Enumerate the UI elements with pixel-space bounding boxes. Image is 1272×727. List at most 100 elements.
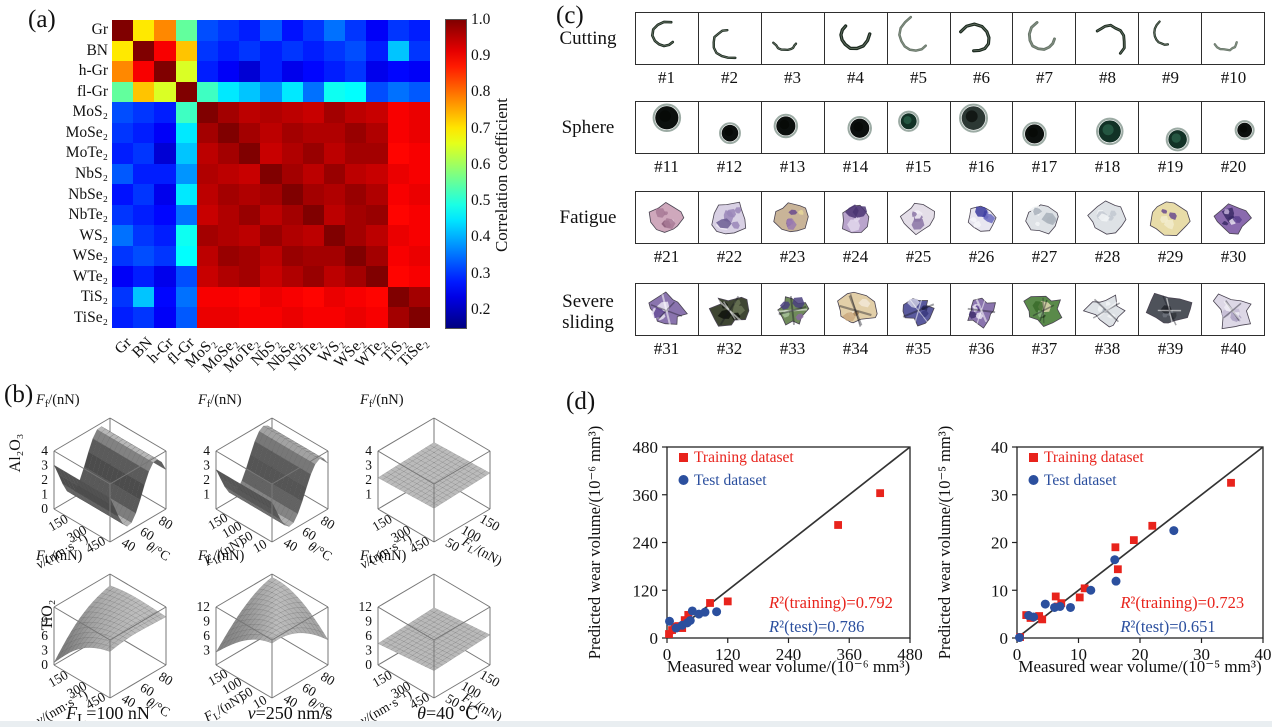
heatmap-cell [345, 163, 367, 185]
test-point [1066, 602, 1076, 612]
heatmap-cell [302, 245, 324, 267]
svg-text:R²(training)=0.792: R²(training)=0.792 [768, 593, 893, 612]
heatmap-cell [302, 225, 324, 246]
particle-cell [1012, 192, 1076, 243]
heatmap-cell [302, 40, 324, 62]
surface-mesh [53, 585, 167, 663]
heatmap-cell [387, 61, 409, 82]
particle-id-row: #1 #2 #3 #4 #5 #6 #7 #8 #9 #10 [635, 68, 1265, 88]
heatmap-grid [112, 20, 430, 328]
heatmap-cell [154, 20, 176, 41]
particle-image-cutting [1096, 23, 1127, 55]
heatmap-cell [154, 266, 176, 287]
heatmap-cell [196, 184, 218, 205]
heatmap-cell [218, 20, 240, 41]
heatmap-cell [239, 122, 261, 144]
heatmap-cell [196, 61, 218, 82]
particle-cell [823, 284, 887, 335]
particle-cell [1012, 13, 1076, 64]
colorbar-tick-label: 0.4 [471, 228, 491, 246]
particle-image-cutting [958, 22, 991, 53]
heatmap-cell [239, 266, 261, 287]
heatmap-cell [112, 122, 134, 144]
particle-image-severe [777, 296, 810, 326]
test-point [1014, 633, 1024, 643]
heatmap-cell [324, 307, 346, 328]
heatmap-cell [196, 245, 218, 267]
particle-id: #39 [1157, 339, 1184, 358]
heatmap-cell [218, 204, 240, 226]
svg-text:FL​/(nN): FL​/(nN) [457, 533, 505, 571]
panel-c-particle-grid: Cutting #1 #2 #3 #4 #5 #6 #7 #8 #9 #10 Sphere #11 #12… [540, 0, 1272, 380]
test-point [1029, 612, 1039, 622]
particle-image-fatigue [967, 205, 997, 232]
test-point [685, 615, 695, 625]
heatmap-cell [175, 20, 197, 41]
heatmap-cell [387, 307, 409, 328]
particle-id: #37 [1031, 339, 1058, 358]
svg-text:120: 120 [633, 581, 659, 600]
heatmap-cell [239, 102, 261, 123]
particle-id: #10 [1220, 68, 1247, 87]
surface-mesh [377, 442, 491, 509]
svg-text:10: 10 [1070, 645, 1087, 664]
svg-text:480: 480 [897, 645, 923, 664]
heatmap-cell [239, 307, 261, 328]
heatmap-cell [408, 143, 430, 164]
training-point [876, 489, 885, 498]
svg-text:Test dataset: Test dataset [1044, 472, 1117, 489]
particle-id: #20 [1220, 157, 1247, 176]
particle-image-sphere [847, 115, 872, 141]
svg-text:30: 30 [1193, 645, 1210, 664]
training-point [1051, 592, 1060, 601]
svg-text:80: 80 [156, 669, 175, 689]
particle-cell [1138, 102, 1202, 153]
particle-id: #4 [847, 68, 864, 87]
svg-text:120: 120 [715, 645, 741, 664]
heatmap-cell [133, 204, 155, 226]
heatmap-cell [366, 225, 388, 246]
particle-cell [760, 192, 824, 243]
surface-plot: FL​/(nN)9630150300450v/(nm·s⁻¹)406080θ/°… [33, 548, 175, 727]
svg-text:Measured wear volume/(10⁻⁶ mm³: Measured wear volume/(10⁻⁶ mm³) [667, 657, 910, 676]
svg-text:0: 0 [663, 645, 672, 664]
heatmap-cell [133, 143, 155, 164]
heatmap-row-label: MoS₂ [72, 103, 108, 121]
heatmap-row-label: TiS₂ [80, 288, 108, 306]
heatmap-cell [302, 163, 324, 185]
colorbar-title: Correlation coefficient [492, 97, 511, 253]
particle-cell [886, 284, 950, 335]
heatmap-cell [239, 225, 261, 246]
particle-cell [1075, 284, 1139, 335]
heatmap-cell [133, 286, 155, 308]
particle-id: #18 [1094, 157, 1121, 176]
particle-id: #35 [905, 339, 932, 358]
svg-text:4: 4 [365, 443, 372, 458]
heatmap-cell [345, 286, 367, 308]
svg-text:0: 0 [41, 501, 48, 516]
heatmap-cell [324, 122, 346, 144]
svg-text:3: 3 [365, 643, 372, 658]
particle-cell [697, 284, 761, 335]
svg-text:1: 1 [41, 487, 48, 502]
heatmap-cell [345, 122, 367, 144]
heatmap-cell [260, 40, 282, 62]
particle-row [635, 191, 1265, 244]
colorbar-tick-label: 0.9 [471, 47, 491, 65]
heatmap-cell [239, 20, 261, 41]
heatmap-cell [196, 266, 218, 287]
heatmap-cell [387, 286, 409, 308]
heatmap-cell [112, 266, 134, 287]
colorbar-tick-label: 0.2 [471, 300, 491, 318]
svg-text:6: 6 [41, 628, 48, 643]
heatmap-cell [175, 143, 197, 164]
particle-image-sphere [897, 110, 919, 132]
svg-text:Ff​/(nN): Ff​/(nN) [197, 392, 242, 410]
svg-text:2: 2 [365, 472, 372, 487]
heatmap-cell [260, 245, 282, 267]
particle-id: #26 [968, 247, 995, 266]
particle-image-cutting [1213, 41, 1239, 52]
heatmap-cell [281, 143, 303, 164]
panel-b-surface-plots: Ff​/(nN)43210150300450v/(nm·s⁻¹)406080θ/… [0, 378, 540, 727]
